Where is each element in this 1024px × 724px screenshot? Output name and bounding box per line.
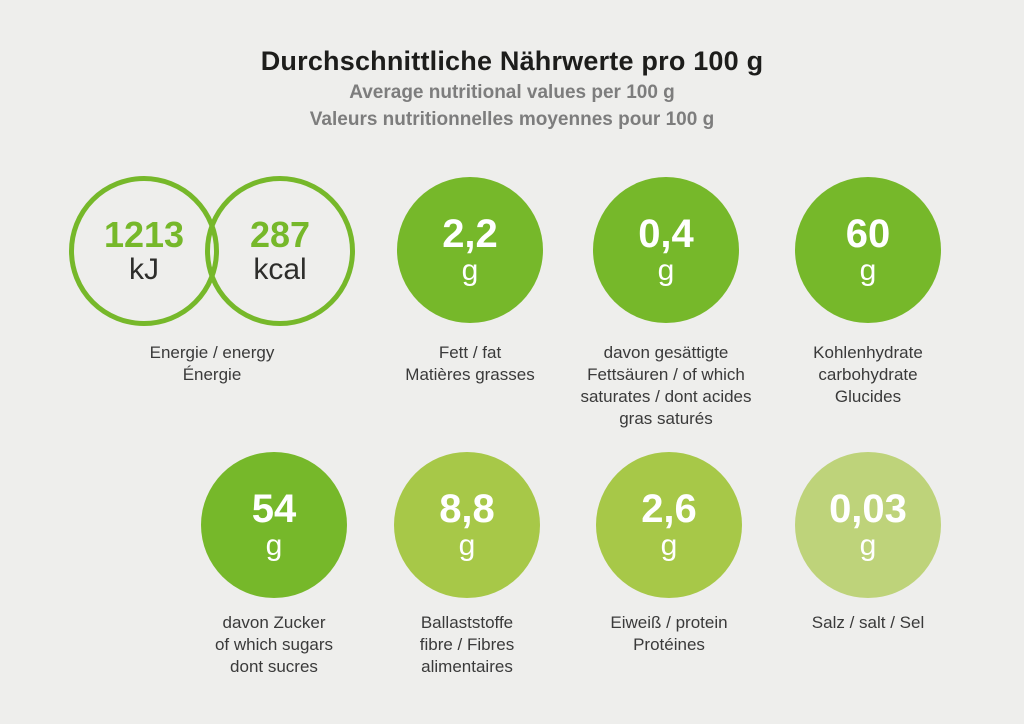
sugars-circle: 54 g	[201, 452, 347, 598]
carbohydrate-value: 60	[845, 212, 891, 257]
fat-label-line: Matières grasses	[405, 365, 535, 384]
fibre-value: 8,8	[439, 487, 495, 532]
fat-label-line: Fett / fat	[438, 343, 502, 362]
fibre-unit: g	[458, 529, 476, 563]
energy-label: Energie / energy Énergie	[102, 342, 322, 386]
protein-circle: 2,6 g	[596, 452, 742, 598]
sugars-label: davon Zucker of which sugars dont sucres	[164, 612, 384, 678]
carbohydrate-unit: g	[859, 254, 877, 288]
energy-kcal-value: 287	[249, 213, 311, 255]
saturates-unit: g	[657, 254, 675, 288]
sugars-label-line: davon Zucker	[222, 613, 326, 632]
page-title: Durchschnittliche Nährwerte pro 100 g	[260, 46, 764, 76]
energy-kj-value: 1213	[103, 213, 185, 255]
energy-kj-unit: kJ	[129, 252, 159, 286]
energy-kcal-circle: 287 kcal	[205, 176, 355, 326]
sugars-unit: g	[265, 529, 283, 563]
carbohydrate-label-line: Kohlenhydrate	[813, 343, 923, 362]
subtitle-english: Average nutritional values per 100 g	[349, 82, 675, 103]
protein-label-line: Eiweiß / protein	[610, 613, 728, 632]
fat-value: 2,2	[442, 212, 498, 257]
fibre-label-line: Ballaststoffe	[420, 613, 514, 632]
salt-circle: 0,03 g	[795, 452, 941, 598]
energy-label-line: Énergie	[182, 365, 242, 384]
carbohydrate-label: Kohlenhydrate carbohydrate Glucides	[758, 342, 978, 408]
fat-label: Fett / fat Matières grasses	[360, 342, 580, 386]
saturates-label: davon gesättigte Fettsäuren / of which s…	[556, 342, 776, 430]
fat-circle: 2,2 g	[397, 177, 543, 323]
fibre-label: Ballaststoffe fibre / Fibres alimentaire…	[357, 612, 577, 678]
sugars-value: 54	[251, 487, 297, 532]
sugars-label-line: of which sugars	[214, 635, 334, 654]
protein-unit: g	[660, 529, 678, 563]
saturates-circle: 0,4 g	[593, 177, 739, 323]
fibre-label-line: alimentaires	[421, 657, 513, 676]
saturates-label-line: Fettsäuren / of which	[587, 365, 745, 384]
fat-unit: g	[461, 254, 479, 288]
carbohydrate-circle: 60 g	[795, 177, 941, 323]
saturates-label-line: gras saturés	[619, 409, 713, 428]
salt-label-line: Salz / salt / Sel	[811, 613, 925, 632]
saturates-label-line: saturates / dont acides	[580, 387, 752, 406]
sugars-label-line: dont sucres	[230, 657, 318, 676]
salt-unit: g	[859, 529, 877, 563]
energy-kj-circle: 1213 kJ	[69, 176, 219, 326]
fibre-label-line: fibre / Fibres	[419, 635, 515, 654]
carbohydrate-label-line: carbohydrate	[818, 365, 918, 384]
protein-label-line: Protéines	[633, 635, 705, 654]
carbohydrate-label-line: Glucides	[834, 387, 902, 406]
energy-label-line: Energie / energy	[149, 343, 275, 362]
salt-label: Salz / salt / Sel	[758, 612, 978, 634]
protein-label: Eiweiß / protein Protéines	[559, 612, 779, 656]
fibre-circle: 8,8 g	[394, 452, 540, 598]
saturates-value: 0,4	[638, 212, 694, 257]
salt-value: 0,03	[829, 487, 907, 532]
subtitle-french: Valeurs nutritionnelles moyennes pour 10…	[309, 109, 715, 130]
saturates-label-line: davon gesättigte	[603, 343, 729, 362]
header: Durchschnittliche Nährwerte pro 100 g Av…	[0, 46, 1024, 131]
energy-kcal-unit: kcal	[253, 252, 307, 286]
protein-value: 2,6	[641, 487, 697, 532]
